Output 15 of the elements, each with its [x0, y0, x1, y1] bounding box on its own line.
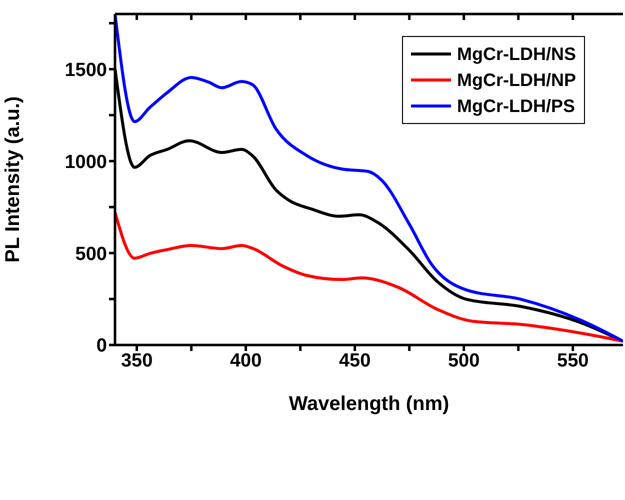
- x-tick-label: 400: [230, 350, 262, 372]
- legend-label: MgCr-LDH/NS: [457, 43, 576, 66]
- x-tick-label: 550: [557, 350, 589, 372]
- line-series: [115, 210, 623, 343]
- y-axis-title: PL Intensity (a.u.): [2, 96, 24, 263]
- x-tick-label: 500: [448, 350, 480, 372]
- legend-label: MgCr-LDH/NP: [457, 69, 576, 92]
- x-axis-title: Wavelength (nm): [288, 393, 450, 415]
- y-tick-label: 0: [96, 336, 107, 357]
- y-tick-label: 1500: [64, 60, 107, 81]
- x-tick-label: 450: [338, 350, 371, 372]
- y-tick-label: 500: [75, 244, 107, 265]
- legend-label: MgCr-LDH/PS: [457, 95, 575, 118]
- x-tick-label: 350: [120, 350, 153, 372]
- y-tick-label: 1000: [64, 152, 107, 173]
